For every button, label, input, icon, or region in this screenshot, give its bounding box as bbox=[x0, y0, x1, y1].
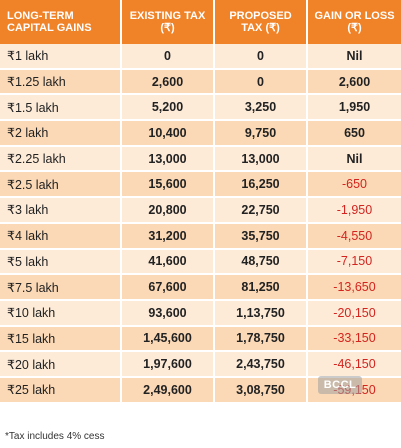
table-row: ₹10 lakh 93,600 1,13,750 -20,150 bbox=[0, 299, 401, 327]
cell-existing-tax: 2,600 bbox=[121, 68, 215, 96]
cell-existing-tax: 67,600 bbox=[121, 274, 215, 301]
cell-gain-or-loss: -33,150 bbox=[307, 325, 401, 353]
cell-gain-or-loss: -46,150 bbox=[307, 351, 401, 378]
cell-existing-tax: 20,800 bbox=[121, 197, 215, 224]
cell-proposed-tax: 16,250 bbox=[214, 171, 308, 199]
cell-gains: ₹15 lakh bbox=[0, 325, 122, 353]
cell-existing-tax: 31,200 bbox=[121, 222, 215, 250]
cell-proposed-tax: 2,43,750 bbox=[214, 351, 308, 378]
table-row: ₹15 lakh 1,45,600 1,78,750 -33,150 bbox=[0, 325, 401, 353]
table-row: ₹7.5 lakh 67,600 81,250 -13,650 bbox=[0, 274, 401, 301]
cell-gain-or-loss: -13,650 bbox=[307, 274, 401, 301]
cell-existing-tax: 2,49,600 bbox=[121, 376, 215, 404]
cell-gain-or-loss: -20,150 bbox=[307, 299, 401, 327]
cell-proposed-tax: 22,750 bbox=[214, 197, 308, 224]
cell-proposed-tax: 1,13,750 bbox=[214, 299, 308, 327]
table-row: ₹1.5 lakh 5,200 3,250 1,950 bbox=[0, 94, 401, 122]
cell-proposed-tax: 3,250 bbox=[214, 94, 308, 122]
cell-existing-tax: 0 bbox=[121, 44, 215, 70]
cell-existing-tax: 1,45,600 bbox=[121, 325, 215, 353]
table-row: ₹3 lakh 20,800 22,750 -1,950 bbox=[0, 197, 401, 224]
cell-gains: ₹5 lakh bbox=[0, 248, 122, 276]
cell-proposed-tax: 3,08,750 bbox=[214, 376, 308, 404]
cell-existing-tax: 15,600 bbox=[121, 171, 215, 199]
cell-proposed-tax: 35,750 bbox=[214, 222, 308, 250]
cell-gain-or-loss: 2,600 bbox=[307, 68, 401, 96]
cell-gain-or-loss: 650 bbox=[307, 120, 401, 147]
cell-proposed-tax: 48,750 bbox=[214, 248, 308, 276]
header-gain-or-loss: GAIN OR LOSS (₹) bbox=[307, 0, 401, 44]
table-row: ₹5 lakh 41,600 48,750 -7,150 bbox=[0, 248, 401, 276]
header-long-term-capital-gains: LONG-TERM CAPITAL GAINS bbox=[0, 0, 122, 44]
cell-gains: ₹20 lakh bbox=[0, 351, 122, 378]
table-row: ₹2.5 lakh 15,600 16,250 -650 bbox=[0, 171, 401, 199]
cell-proposed-tax: 81,250 bbox=[214, 274, 308, 301]
cell-gain-or-loss: -4,550 bbox=[307, 222, 401, 250]
table-row: ₹2 lakh 10,400 9,750 650 bbox=[0, 120, 401, 147]
cell-gains: ₹3 lakh bbox=[0, 197, 122, 224]
cell-existing-tax: 5,200 bbox=[121, 94, 215, 122]
cell-gains: ₹7.5 lakh bbox=[0, 274, 122, 301]
cell-gain-or-loss: Nil bbox=[307, 145, 401, 173]
cell-gains: ₹2.5 lakh bbox=[0, 171, 122, 199]
cell-existing-tax: 13,000 bbox=[121, 145, 215, 173]
cell-existing-tax: 41,600 bbox=[121, 248, 215, 276]
cell-gains: ₹2 lakh bbox=[0, 120, 122, 147]
cell-existing-tax: 1,97,600 bbox=[121, 351, 215, 378]
cell-proposed-tax: 0 bbox=[214, 44, 308, 70]
cell-gain-or-loss: -1,950 bbox=[307, 197, 401, 224]
cell-gains: ₹1 lakh bbox=[0, 44, 122, 70]
cell-gains: ₹10 lakh bbox=[0, 299, 122, 327]
header-row: LONG-TERM CAPITAL GAINS EXISTING TAX (₹)… bbox=[0, 0, 401, 44]
cell-gains: ₹1.5 lakh bbox=[0, 94, 122, 122]
tax-comparison-table-wrapper: LONG-TERM CAPITAL GAINS EXISTING TAX (₹)… bbox=[0, 0, 401, 404]
cell-gains: ₹2.25 lakh bbox=[0, 145, 122, 173]
table-row: ₹2.25 lakh 13,000 13,000 Nil bbox=[0, 145, 401, 173]
table-body: ₹1 lakh 0 0 Nil ₹1.25 lakh 2,600 0 2,600… bbox=[0, 44, 401, 404]
cell-gains: ₹1.25 lakh bbox=[0, 68, 122, 96]
cell-proposed-tax: 13,000 bbox=[214, 145, 308, 173]
table-header: LONG-TERM CAPITAL GAINS EXISTING TAX (₹)… bbox=[0, 0, 401, 44]
header-existing-tax: EXISTING TAX (₹) bbox=[121, 0, 215, 44]
cell-gain-or-loss: Nil bbox=[307, 44, 401, 70]
table-row: ₹20 lakh 1,97,600 2,43,750 -46,150 bbox=[0, 351, 401, 378]
cell-gain-or-loss: -7,150 bbox=[307, 248, 401, 276]
table-row: ₹4 lakh 31,200 35,750 -4,550 bbox=[0, 222, 401, 250]
header-proposed-tax: PROPOSED TAX (₹) bbox=[214, 0, 308, 44]
cell-proposed-tax: 9,750 bbox=[214, 120, 308, 147]
cell-proposed-tax: 1,78,750 bbox=[214, 325, 308, 353]
cell-existing-tax: 93,600 bbox=[121, 299, 215, 327]
table-row: ₹1.25 lakh 2,600 0 2,600 bbox=[0, 68, 401, 96]
cell-gain-or-loss: -650 bbox=[307, 171, 401, 199]
cell-proposed-tax: 0 bbox=[214, 68, 308, 96]
tax-comparison-table: LONG-TERM CAPITAL GAINS EXISTING TAX (₹)… bbox=[0, 0, 401, 404]
cell-gains: ₹25 lakh bbox=[0, 376, 122, 404]
cell-gain-or-loss: 1,950 bbox=[307, 94, 401, 122]
bccl-watermark: BCCL bbox=[318, 376, 362, 394]
table-row: ₹1 lakh 0 0 Nil bbox=[0, 44, 401, 70]
cell-gains: ₹4 lakh bbox=[0, 222, 122, 250]
footnote: *Tax includes 4% cess bbox=[5, 431, 105, 442]
cell-existing-tax: 10,400 bbox=[121, 120, 215, 147]
